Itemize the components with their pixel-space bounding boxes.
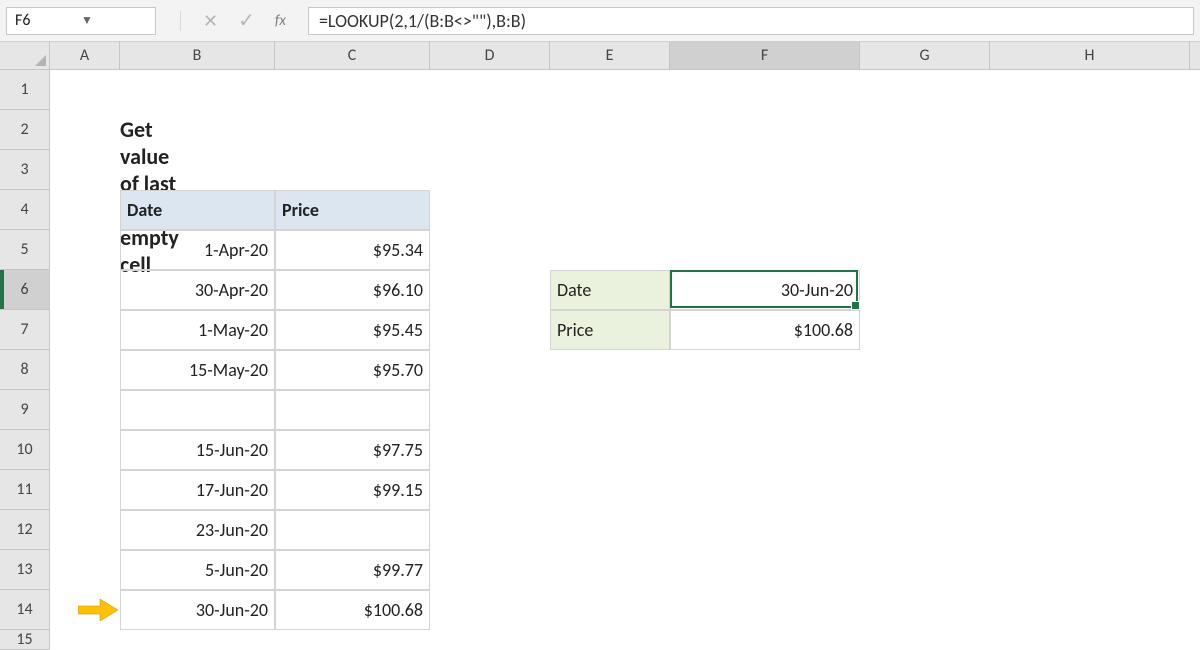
table-row-date[interactable]: 15-May-20 [120,350,275,390]
column-header-H[interactable]: H [990,42,1190,70]
column-header-E[interactable]: E [550,42,670,70]
row-header-12[interactable]: 12 [0,510,50,550]
table-row-date[interactable]: 17-Jun-20 [120,470,275,510]
row-header-11[interactable]: 11 [0,470,50,510]
divider [180,11,181,31]
table-row-price[interactable] [275,510,430,550]
column-header-C[interactable]: C [275,42,430,70]
table-row-date[interactable]: 1-Apr-20 [120,230,275,270]
select-all-corner[interactable] [0,42,50,70]
confirm-icon[interactable]: ✓ [238,8,255,33]
result-value-date[interactable]: 30-Jun-20 [670,270,860,310]
row-header-2[interactable]: 2 [0,110,50,150]
table-row-price[interactable]: $99.77 [275,550,430,590]
result-value-price[interactable]: $100.68 [670,310,860,350]
row-header-9[interactable]: 9 [0,390,50,430]
table-row-date[interactable] [120,390,275,430]
row-header-3[interactable]: 3 [0,150,50,190]
row-header-14[interactable]: 14 [0,590,50,630]
table-row-price[interactable]: $100.68 [275,590,430,630]
name-box-value: F6 [15,11,81,30]
table-row-price[interactable]: $99.15 [275,470,430,510]
table-row-date[interactable]: 30-Jun-20 [120,590,275,630]
table-row-price[interactable]: $97.75 [275,430,430,470]
table-row-price[interactable]: $95.45 [275,310,430,350]
row-header-1[interactable]: 1 [0,70,50,110]
row-headers: 123456789101112131415 [0,70,50,650]
result-label-date[interactable]: Date [550,270,670,310]
result-label-price[interactable]: Price [550,310,670,350]
fx-icon[interactable]: fx [275,12,286,30]
row-header-7[interactable]: 7 [0,310,50,350]
arrow-icon [78,599,118,619]
table-row-price[interactable] [275,390,430,430]
column-header-A[interactable]: A [50,42,120,70]
table-row-price[interactable]: $95.70 [275,350,430,390]
row-header-10[interactable]: 10 [0,430,50,470]
table-row-date[interactable]: 30-Apr-20 [120,270,275,310]
table-row-price[interactable]: $95.34 [275,230,430,270]
column-header-B[interactable]: B [120,42,275,70]
column-header-F[interactable]: F [670,42,860,70]
cancel-icon[interactable]: ✕ [203,10,218,32]
table-header-date[interactable]: Date [120,190,275,230]
table-row-date[interactable]: 23-Jun-20 [120,510,275,550]
column-header-I[interactable]: I [1190,42,1200,70]
table-row-date[interactable]: 1-May-20 [120,310,275,350]
table-row-price[interactable]: $96.10 [275,270,430,310]
table-row-date[interactable]: 5-Jun-20 [120,550,275,590]
row-header-6[interactable]: 6 [0,270,50,310]
row-header-5[interactable]: 5 [0,230,50,270]
column-headers: ABCDEFGHI [50,42,1200,70]
formula-bar-buttons: ✕ ✓ fx [156,8,308,33]
formula-text: =LOOKUP(2,1/(B:B<>""),B:B) [319,10,526,32]
formula-bar: F6 ▼ ✕ ✓ fx =LOOKUP(2,1/(B:B<>""),B:B) [0,0,1200,42]
name-box[interactable]: F6 ▼ [6,7,156,35]
table-header-price[interactable]: Price [275,190,430,230]
row-header-8[interactable]: 8 [0,350,50,390]
row-header-4[interactable]: 4 [0,190,50,230]
row-header-13[interactable]: 13 [0,550,50,590]
row-header-15[interactable]: 15 [0,630,50,650]
table-row-date[interactable]: 15-Jun-20 [120,430,275,470]
column-header-G[interactable]: G [860,42,990,70]
name-box-caret-icon[interactable]: ▼ [81,13,147,28]
formula-input[interactable]: =LOOKUP(2,1/(B:B<>""),B:B) [308,7,1194,35]
column-header-D[interactable]: D [430,42,550,70]
